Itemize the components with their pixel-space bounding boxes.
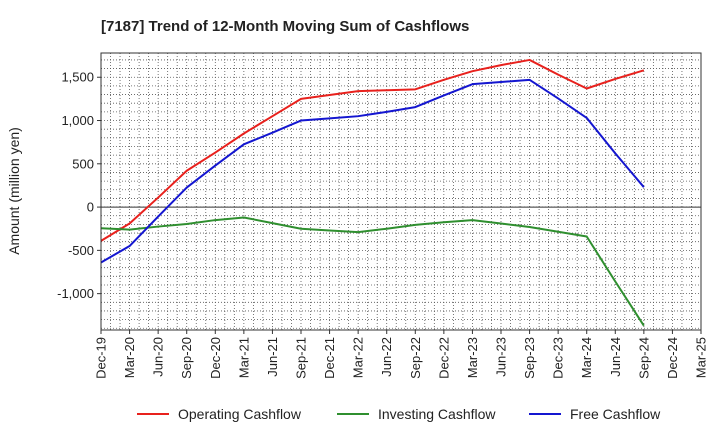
x-tick-label: Sep-23 [522,337,537,379]
x-tick-label: Mar-24 [579,337,594,378]
legend-label-free-cashflow: Free Cashflow [570,406,661,422]
x-tick-label: Dec-24 [665,337,680,379]
y-tick-label: 0 [87,200,94,215]
series-line-free-cashflow [100,78,645,264]
y-tick-label: -500 [68,243,94,258]
x-tick-label: Mar-20 [122,337,137,378]
chart-title: [7187] Trend of 12-Month Moving Sum of C… [101,18,469,35]
series-lines [100,58,645,327]
x-axis-ticks: Dec-19 Mar-20 Jun-20 Sep-20 Dec-20 Mar-21 Jun-… [94,330,709,379]
x-tick-label: Sep-20 [179,337,194,379]
legend-label-investing-cashflow: Investing Cashflow [378,406,496,422]
x-tick-label: Sep-21 [294,337,309,379]
x-tick-label: Sep-24 [636,337,651,379]
x-tick-label: Dec-22 [436,337,451,379]
x-tick-label: Mar-23 [465,337,480,378]
x-tick-label: Jun-23 [494,337,509,377]
legend-label-operating-cashflow: Operating Cashflow [178,406,302,422]
x-tick-label: Sep-22 [408,337,423,379]
y-tick-label: -1,000 [57,286,94,301]
series-line-investing-cashflow [100,216,645,327]
x-tick-label: Mar-21 [236,337,251,378]
x-tick-label: Jun-20 [151,337,166,377]
y-tick-label: 1,000 [61,113,94,128]
legend: Operating Cashflow Investing Cashflow Free… [137,406,661,422]
x-tick-label: Dec-19 [94,337,109,379]
plot-area-frame [100,52,702,331]
x-tick-label: Dec-20 [208,337,223,379]
x-tick-label: Jun-21 [265,337,280,377]
x-tick-label: Jun-24 [608,337,623,377]
x-tick-label: Mar-22 [351,337,366,378]
y-tick-label: 1,500 [61,70,94,85]
x-tick-label: Mar-25 [694,337,709,378]
y-tick-label: 500 [72,156,94,171]
y-axis-label: Amount (million yen) [6,127,22,255]
y-axis-ticks: -1,000 -500 0 500 1,000 1,500 [57,70,101,301]
x-tick-label: Dec-23 [551,337,566,379]
series-line-operating-cashflow [100,58,645,242]
x-tick-label: Jun-22 [379,337,394,377]
x-tick-label: Dec-21 [322,337,337,379]
gridlines [101,53,701,330]
